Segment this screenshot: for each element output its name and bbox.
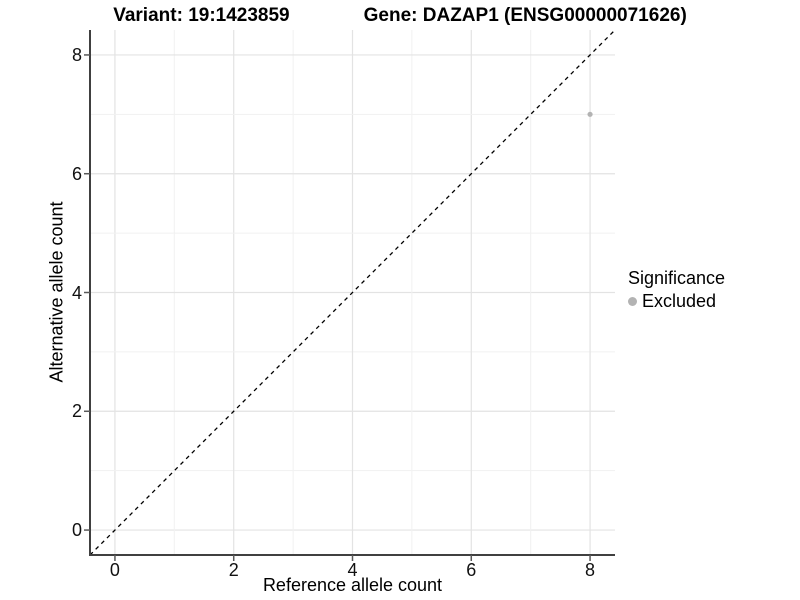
y-tick-label: 2 xyxy=(71,401,82,422)
y-tick-label: 4 xyxy=(71,282,82,303)
x-tick-label: 2 xyxy=(228,560,239,580)
gene-title: Gene: DAZAP1 (ENSG00000071626) xyxy=(363,5,687,26)
legend: Significance Excluded xyxy=(628,268,725,312)
x-tick-label: 6 xyxy=(466,560,477,580)
x-tick-label: 8 xyxy=(585,560,596,580)
y-tick-label: 8 xyxy=(71,44,82,65)
legend-point-icon xyxy=(628,297,637,306)
y-tick-label: 0 xyxy=(71,520,82,541)
variant-title: Variant: 19:1423859 xyxy=(113,5,290,26)
y-tick-label: 6 xyxy=(71,163,82,184)
legend-title: Significance xyxy=(628,268,726,288)
plot-title: Variant: 19:1423859 Gene: DAZAP1 (ENSG00… xyxy=(0,5,800,27)
x-tick-label: 4 xyxy=(347,560,358,580)
data-point xyxy=(587,111,593,117)
legend-item-label: Excluded xyxy=(642,291,717,311)
y-axis-title: Alternative allele count xyxy=(46,201,67,383)
x-tick-label: 0 xyxy=(109,560,120,580)
x-axis-title: Reference allele count xyxy=(262,575,443,595)
legend-item-excluded: Excluded xyxy=(628,291,725,312)
identity-reference-line xyxy=(89,29,616,556)
